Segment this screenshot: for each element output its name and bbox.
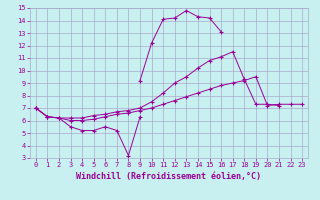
- X-axis label: Windchill (Refroidissement éolien,°C): Windchill (Refroidissement éolien,°C): [76, 172, 261, 181]
